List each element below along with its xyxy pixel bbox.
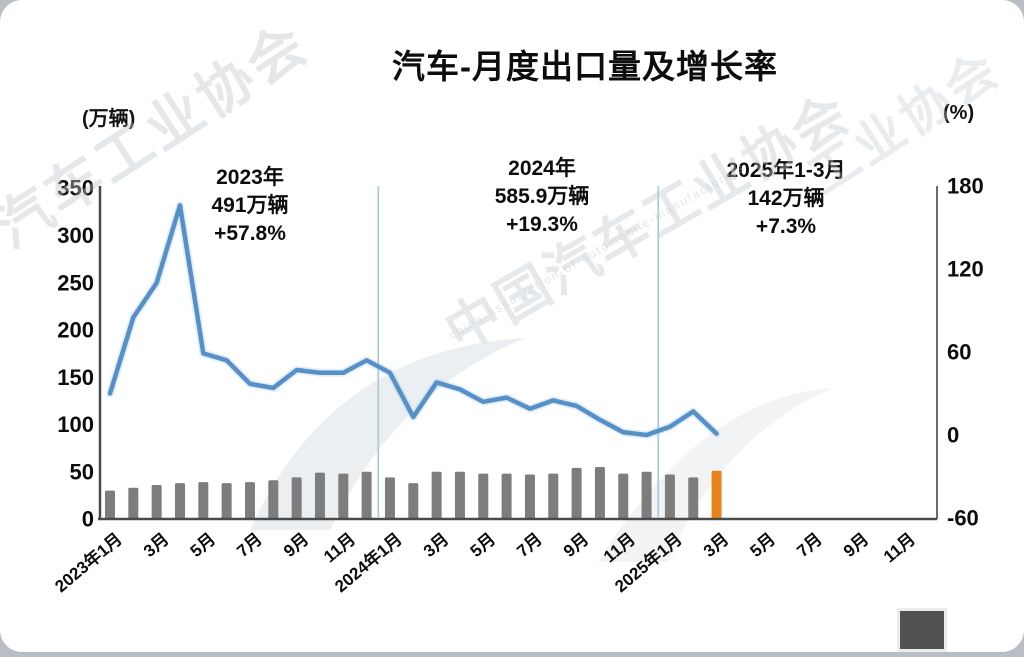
right-axis-tick-label: -60 bbox=[947, 506, 979, 531]
x-axis-label: 9月 bbox=[560, 529, 592, 561]
export-bar bbox=[291, 477, 302, 519]
export-bar bbox=[361, 471, 372, 519]
right-axis-unit: (%) bbox=[943, 102, 975, 124]
left-axis-tick-label: 0 bbox=[82, 507, 94, 532]
export-bar bbox=[338, 473, 349, 519]
export-bar bbox=[198, 482, 209, 519]
export-bar bbox=[478, 473, 489, 519]
export-bar bbox=[174, 483, 185, 519]
left-axis-tick-label: 100 bbox=[57, 412, 94, 437]
export-bar bbox=[128, 487, 139, 519]
x-axis-label: 9月 bbox=[280, 529, 312, 561]
export-bar bbox=[618, 473, 629, 519]
export-bar bbox=[408, 483, 419, 519]
x-axis-label: 5月 bbox=[187, 529, 219, 561]
export-bar bbox=[571, 467, 582, 519]
x-axis-label: 2023年1月 bbox=[51, 529, 126, 597]
annotation-volume: 585.9万辆 bbox=[494, 185, 590, 208]
export-bar bbox=[501, 473, 512, 519]
right-axis-tick-label: 0 bbox=[947, 423, 959, 448]
annotation-year: 2025年1-3月 bbox=[726, 159, 846, 182]
export-bar bbox=[664, 474, 675, 519]
x-axis-label: 7月 bbox=[513, 529, 545, 561]
export-bar bbox=[314, 472, 325, 519]
annotation-year: 2023年 bbox=[216, 166, 284, 189]
export-bar bbox=[431, 471, 442, 519]
x-axis-label: 11月 bbox=[320, 529, 359, 566]
left-axis-tick-label: 50 bbox=[70, 459, 94, 484]
legend-swatch bbox=[897, 608, 947, 652]
growth-rate-line bbox=[107, 203, 719, 438]
export-bar bbox=[548, 473, 559, 519]
annotation-growth: +57.8% bbox=[214, 222, 286, 245]
x-axis-label: 5月 bbox=[747, 529, 779, 561]
export-bar bbox=[524, 474, 535, 519]
x-axis-label: 9月 bbox=[840, 529, 872, 561]
export-bar bbox=[594, 466, 605, 519]
left-axis-tick-label: 350 bbox=[57, 176, 94, 201]
chart-title: 汽车-月度出口量及增长率 bbox=[392, 48, 778, 85]
annotation-2023: 2023年 491万辆 +57.8% bbox=[211, 164, 288, 248]
left-axis-tick-label: 300 bbox=[57, 223, 94, 248]
export-bar bbox=[151, 484, 162, 519]
left-axis-tick-label: 200 bbox=[57, 318, 94, 343]
annotation-volume: 142万辆 bbox=[747, 187, 825, 210]
export-bar bbox=[244, 482, 255, 519]
export-bar bbox=[384, 477, 395, 519]
annotation-volume: 491万辆 bbox=[211, 194, 289, 217]
x-axis-label: 3月 bbox=[140, 529, 172, 561]
x-axis-label: 11月 bbox=[880, 529, 919, 566]
annotation-growth: +19.3% bbox=[506, 213, 578, 236]
left-axis-unit: (万辆) bbox=[82, 108, 136, 130]
x-axis-label: 3月 bbox=[420, 529, 452, 561]
left-axis-tick-label: 250 bbox=[57, 270, 94, 295]
annotation-2025q1: 2025年1-3月 142万辆 +7.3% bbox=[726, 157, 845, 241]
export-bar-highlighted bbox=[711, 470, 722, 519]
x-axis-label: 3月 bbox=[700, 529, 732, 561]
left-axis-tick-label: 150 bbox=[57, 365, 94, 390]
export-bar bbox=[688, 477, 699, 519]
export-bar bbox=[268, 480, 279, 519]
right-axis-tick-label: 180 bbox=[947, 174, 984, 199]
x-axis-label: 7月 bbox=[793, 529, 825, 561]
export-bar bbox=[454, 471, 465, 519]
right-axis-tick-label: 120 bbox=[947, 257, 984, 282]
export-bar bbox=[641, 471, 652, 519]
annotation-2024: 2024年 585.9万辆 +19.3% bbox=[495, 155, 590, 239]
right-axis-tick-label: 60 bbox=[947, 340, 971, 365]
annotation-growth: +7.3% bbox=[755, 215, 817, 238]
export-bar bbox=[105, 490, 115, 519]
export-bar bbox=[221, 483, 232, 519]
x-axis-label: 5月 bbox=[467, 529, 499, 561]
x-axis-label: 7月 bbox=[233, 529, 265, 561]
annotation-year: 2024年 bbox=[508, 157, 576, 180]
